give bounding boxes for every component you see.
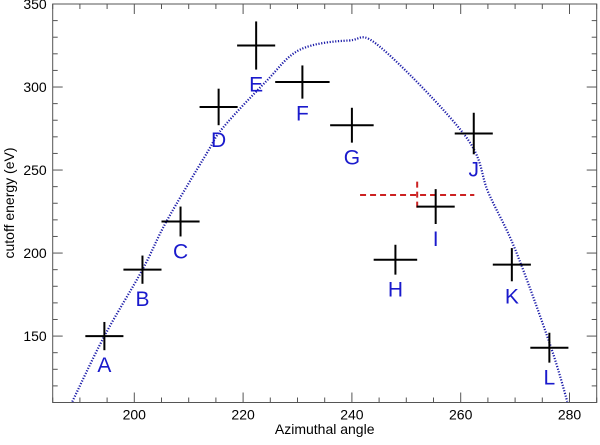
axes: 200 220 240 260 280 150 200 250 300 350 [23, 0, 598, 423]
data-point-H: H [373, 244, 418, 302]
point-label: K [505, 285, 519, 308]
point-label: D [211, 129, 226, 152]
data-point-E: E [237, 21, 276, 97]
y-axis-title: cutoff energy (eV) [1, 147, 17, 258]
point-label: I [433, 228, 439, 251]
data-point-L: L [530, 332, 569, 390]
point-label: C [173, 240, 188, 263]
point-label: J [469, 158, 480, 181]
data-point-C: C [161, 206, 200, 263]
point-label: A [97, 354, 111, 377]
data-point-J: J [454, 112, 493, 181]
data-point-D: D [199, 88, 238, 152]
x-tick-label: 220 [231, 407, 255, 423]
point-label: L [544, 367, 556, 390]
y-tick-label: 300 [23, 79, 47, 95]
y-tick-label: 250 [23, 162, 47, 178]
highlight-point [360, 181, 475, 209]
point-label: F [296, 103, 309, 126]
point-label: G [344, 147, 360, 170]
data-point-F: F [275, 65, 330, 126]
data-point-B: B [123, 255, 162, 311]
x-axis-title: Azimuthal angle [275, 421, 375, 437]
data-point-A: A [85, 321, 124, 377]
x-tick-label: 240 [340, 407, 364, 423]
data-point-I: I [416, 189, 455, 251]
point-label: E [249, 74, 263, 97]
data-point-G: G [330, 107, 374, 170]
plot-area: A B C D E F G H I J K L [71, 21, 569, 403]
y-tick-label: 150 [23, 328, 47, 344]
x-tick-label: 260 [449, 407, 473, 423]
y-tick-label: 200 [23, 245, 47, 261]
data-point-K: K [492, 248, 531, 308]
fit-curve [71, 36, 569, 403]
plot-frame [52, 3, 598, 403]
point-label: B [135, 288, 149, 311]
x-tick-label: 200 [123, 407, 147, 423]
y-tick-label: 350 [23, 0, 47, 12]
x-tick-label: 280 [558, 407, 582, 423]
point-label: H [388, 279, 403, 302]
